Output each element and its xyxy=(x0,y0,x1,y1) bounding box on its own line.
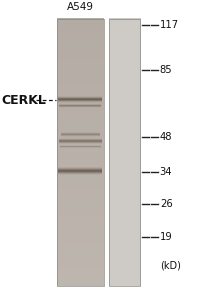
Text: CERKL: CERKL xyxy=(2,94,46,106)
Text: (kD): (kD) xyxy=(159,261,180,271)
Text: 48: 48 xyxy=(159,132,171,142)
Text: 117: 117 xyxy=(159,20,178,30)
Text: 34: 34 xyxy=(159,167,171,177)
Text: 85: 85 xyxy=(159,65,171,75)
Bar xyxy=(57,19,103,286)
Text: 26: 26 xyxy=(159,200,172,209)
Text: 19: 19 xyxy=(159,232,172,242)
Text: A549: A549 xyxy=(66,2,93,12)
Bar xyxy=(108,19,139,286)
